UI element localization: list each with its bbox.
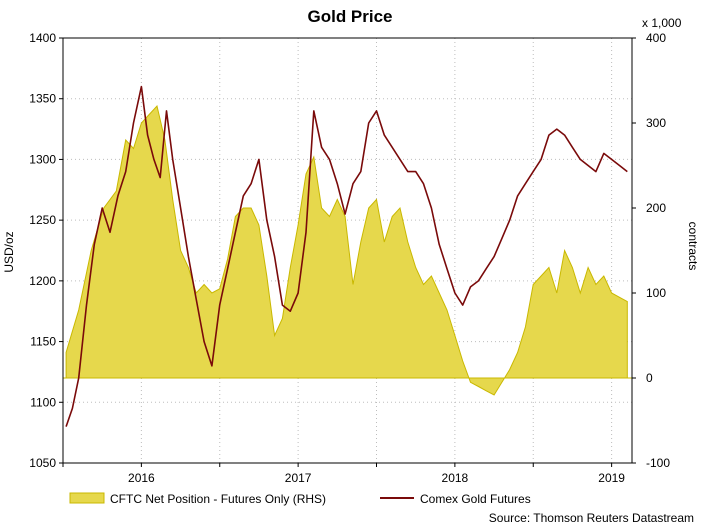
y2-axis-tick-label: 100 bbox=[646, 286, 666, 300]
y2-axis-tick-label: -100 bbox=[646, 456, 670, 470]
legend: CFTC Net Position - Futures Only (RHS) C… bbox=[69, 492, 531, 506]
legend-swatch-net-position bbox=[69, 492, 105, 504]
series-area-net-position bbox=[65, 104, 628, 396]
y-axis-tick-label: 1400 bbox=[29, 31, 56, 45]
x-axis-tick-label: 2016 bbox=[128, 471, 155, 485]
y-axis-title: USD/oz bbox=[2, 231, 16, 272]
x-axis-tick-label: 2017 bbox=[285, 471, 312, 485]
legend-label-net-position: CFTC Net Position - Futures Only (RHS) bbox=[110, 492, 326, 506]
legend-label-gold: Comex Gold Futures bbox=[420, 492, 531, 506]
y-axis-tick-label: 1300 bbox=[29, 152, 56, 166]
axes: 1050 1100 1150 1200 1250 1300 1350 1400 -100 0 100… bbox=[29, 31, 670, 485]
y2-multiplier-label: x 1,000 bbox=[642, 16, 682, 30]
series-line-gold-futures bbox=[65, 85, 628, 427]
plot-frame bbox=[62, 37, 633, 464]
y-axis-tick-label: 1150 bbox=[30, 335, 56, 349]
y-axis-tick-label: 1100 bbox=[30, 395, 56, 409]
y-axis-tick-label: 1200 bbox=[29, 274, 56, 288]
y2-axis-tick-label: 0 bbox=[646, 371, 653, 385]
plot-series bbox=[63, 85, 632, 427]
y-axis-tick-label: 1250 bbox=[29, 213, 56, 227]
source-note: Source: Thomson Reuters Datastream bbox=[489, 511, 694, 525]
y2-axis-tick-label: 400 bbox=[646, 31, 666, 45]
y2-axis-title: contracts bbox=[686, 222, 700, 271]
chart-title: Gold Price bbox=[307, 7, 392, 26]
x-axis-tick-label: 2018 bbox=[442, 471, 469, 485]
y2-axis-tick-label: 200 bbox=[646, 201, 666, 215]
y-axis-tick-label: 1350 bbox=[29, 92, 56, 106]
y2-axis-tick-label: 300 bbox=[646, 116, 666, 130]
x-axis-tick-label: 2019 bbox=[598, 471, 625, 485]
y-axis-tick-label: 1050 bbox=[29, 456, 56, 470]
